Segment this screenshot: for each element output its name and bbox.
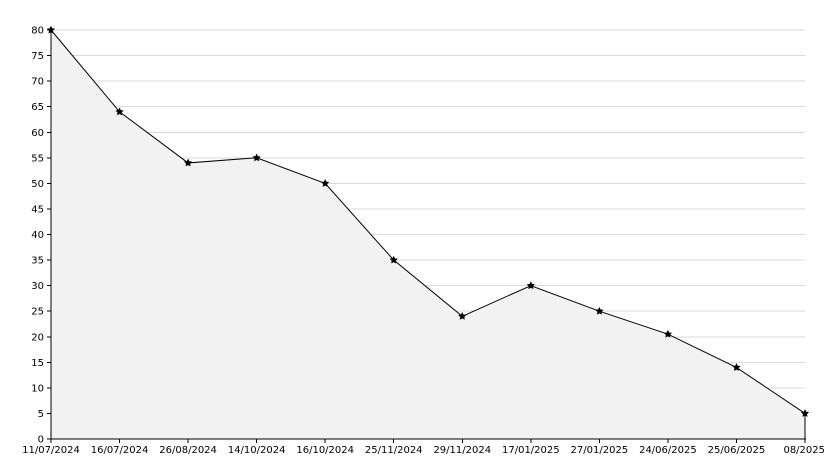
x-tick-label: 16/07/2024 [91, 445, 149, 456]
data-point-marker [389, 255, 398, 264]
x-tick-label: 16/10/2024 [296, 445, 354, 456]
x-tick-label: 27/01/2025 [571, 445, 629, 456]
data-point-marker [732, 363, 741, 371]
x-tick-label: 25/06/2025 [708, 445, 766, 456]
x-tick-label: 08/2025 [783, 445, 825, 456]
y-tick-label: 55 [31, 153, 44, 164]
data-point-marker [184, 158, 193, 167]
data-point-marker [526, 281, 535, 290]
y-tick-label: 30 [31, 281, 44, 292]
x-tick-label: 29/11/2024 [433, 445, 491, 456]
x-tick-label: 24/06/2025 [639, 445, 697, 456]
y-tick-label: 20 [31, 332, 44, 343]
y-tick-label: 65 [31, 102, 44, 113]
series-line [50, 29, 806, 414]
y-tick-label: 15 [31, 358, 44, 369]
y-tick-label: 5 [38, 409, 44, 420]
x-tick-label: 11/07/2024 [22, 445, 80, 456]
y-tick-label: 45 [31, 204, 44, 215]
y-tick-label: 40 [31, 230, 44, 241]
data-point-marker [321, 179, 330, 187]
data-point-marker [252, 153, 261, 162]
y-tick-label: 50 [31, 179, 44, 190]
y-tick-label: 10 [31, 383, 44, 394]
x-tick-label: 26/08/2024 [159, 445, 217, 456]
x-tick-label: 25/11/2024 [365, 445, 423, 456]
data-point-marker [595, 306, 604, 315]
data-point-marker [663, 329, 672, 338]
data-point-marker [458, 312, 467, 320]
y-tick-label: 80 [31, 26, 44, 37]
data-point-marker [115, 107, 124, 116]
y-tick-label: 25 [31, 307, 44, 318]
y-tick-label: 35 [31, 256, 44, 267]
y-tick-label: 75 [31, 51, 44, 62]
y-tick-label: 0 [38, 435, 44, 446]
x-tick-label: 17/01/2025 [502, 445, 560, 456]
y-tick-label: 70 [31, 77, 44, 88]
area-fill [51, 30, 805, 439]
data-point-marker [46, 25, 56, 34]
x-tick-label: 14/10/2024 [228, 445, 286, 456]
y-tick-label: 60 [31, 128, 44, 139]
data-point-marker [800, 409, 810, 417]
